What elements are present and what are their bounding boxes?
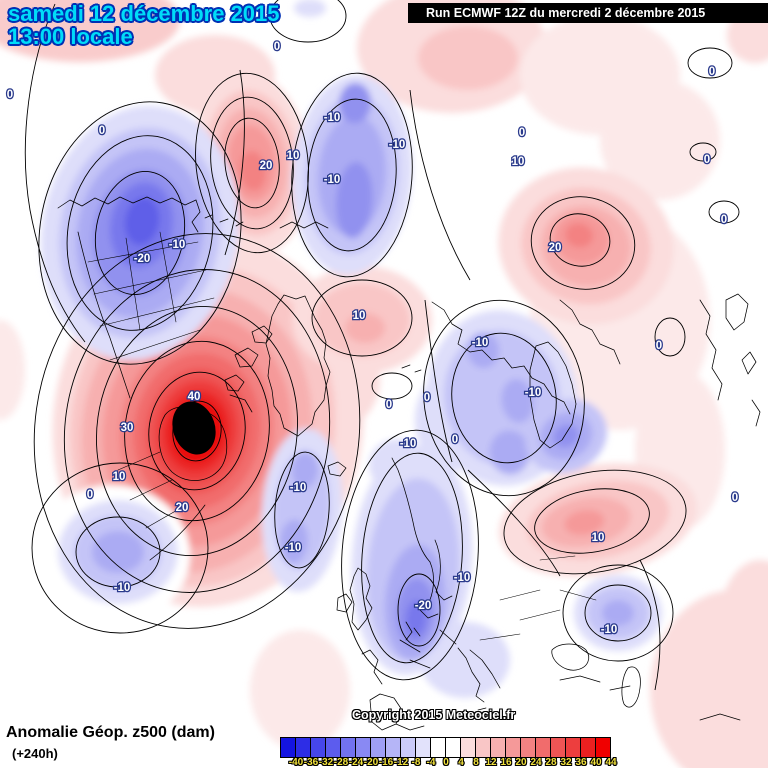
contour-label: -10 bbox=[525, 387, 542, 399]
contour-label: -10 bbox=[389, 139, 406, 151]
legend-cell bbox=[595, 737, 611, 758]
contour-label: 40 bbox=[188, 391, 201, 403]
legend-cell bbox=[445, 737, 461, 758]
contour-label: -10 bbox=[290, 482, 307, 494]
contour-label: 0 bbox=[519, 127, 525, 139]
legend-tick: -12 bbox=[393, 757, 409, 768]
contour-label: -20 bbox=[134, 253, 151, 265]
legend-tick: -8 bbox=[411, 757, 421, 768]
legend-tick: 8 bbox=[473, 757, 479, 768]
legend-cell bbox=[415, 737, 431, 758]
legend-cell bbox=[280, 737, 296, 758]
legend-cell bbox=[505, 737, 521, 758]
legend-tick: -24 bbox=[348, 757, 364, 768]
contour-label: 0 bbox=[99, 125, 105, 137]
legend-tick: 4 bbox=[458, 757, 464, 768]
contour-label: -10 bbox=[324, 112, 341, 124]
legend-tick: 16 bbox=[500, 757, 512, 768]
legend-tick: 40 bbox=[590, 757, 602, 768]
contour-label: -10 bbox=[454, 572, 471, 584]
legend-cell bbox=[325, 737, 341, 758]
legend-tick: 12 bbox=[485, 757, 497, 768]
contour-label: 0 bbox=[721, 214, 727, 226]
legend-tick-labels: -40 -36 -32 -28 -24 -20 -16 -12 -8 -4 0 4 8 12 16 20 24 2… bbox=[281, 757, 621, 768]
legend-tick: -16 bbox=[378, 757, 394, 768]
legend-cell bbox=[340, 737, 356, 758]
legend-cell bbox=[565, 737, 581, 758]
contour-label: 20 bbox=[549, 242, 562, 254]
contour-label: -10 bbox=[601, 624, 618, 636]
coastlines bbox=[57, 196, 761, 751]
legend-cell bbox=[355, 737, 371, 758]
anomaly-max-core bbox=[172, 401, 216, 455]
legend-tick: 24 bbox=[530, 757, 542, 768]
contour-label: 10 bbox=[512, 156, 525, 168]
contour-label: 0 bbox=[7, 89, 13, 101]
legend-cell bbox=[430, 737, 446, 758]
contour-label: 0 bbox=[709, 66, 715, 78]
contour-label: 20 bbox=[176, 502, 189, 514]
contour-label: 10 bbox=[353, 310, 366, 322]
valid-time: 13:00 locale bbox=[8, 24, 133, 50]
legend-cell bbox=[490, 737, 506, 758]
legend-tick: -36 bbox=[303, 757, 319, 768]
legend-cell bbox=[535, 737, 551, 758]
contour-label: -10 bbox=[285, 542, 302, 554]
legend-tick: 32 bbox=[560, 757, 572, 768]
legend-cell bbox=[400, 737, 416, 758]
contour-label: 10 bbox=[592, 532, 605, 544]
legend-tick: -4 bbox=[426, 757, 436, 768]
contour-label: 0 bbox=[87, 489, 93, 501]
legend-cell bbox=[310, 737, 326, 758]
contour-label: 0 bbox=[452, 434, 458, 446]
contour-label: -10 bbox=[169, 239, 186, 251]
legend-cell bbox=[460, 737, 476, 758]
contour-label: 20 bbox=[260, 160, 273, 172]
contour-label: -10 bbox=[400, 438, 417, 450]
lead-time-label: (+240h) bbox=[12, 746, 58, 761]
legend-tick: 28 bbox=[545, 757, 557, 768]
legend-tick: -28 bbox=[333, 757, 349, 768]
variable-title: Anomalie Géop. z500 (dam) bbox=[6, 724, 215, 741]
legend-cell bbox=[370, 737, 386, 758]
contour-labels: 0 0 0 -10 -20 20 10 -10 -10 -10 0 10 20 0 0 0 10 0 0 -10 -10… bbox=[5, 40, 739, 638]
legend-tick: 44 bbox=[605, 757, 617, 768]
run-info-bar: Run ECMWF 12Z du mercredi 2 décembre 201… bbox=[408, 3, 768, 23]
legend-tick: 0 bbox=[443, 757, 449, 768]
contour-label: 10 bbox=[113, 471, 126, 483]
legend-cell bbox=[520, 737, 536, 758]
contour-label: 30 bbox=[121, 422, 134, 434]
legend-cell bbox=[550, 737, 566, 758]
contour-label: 10 bbox=[287, 150, 300, 162]
legend-tick: 20 bbox=[515, 757, 527, 768]
contour-label: 0 bbox=[656, 340, 662, 352]
contour-label: -10 bbox=[472, 337, 489, 349]
contour-label: 0 bbox=[274, 41, 280, 53]
legend-cell bbox=[295, 737, 311, 758]
contour-label: -10 bbox=[114, 582, 131, 594]
contour-lines bbox=[24, 0, 740, 691]
legend-cell bbox=[475, 737, 491, 758]
contour-label: 0 bbox=[386, 399, 392, 411]
legend-tick: -20 bbox=[363, 757, 379, 768]
contour-label: 0 bbox=[424, 392, 430, 404]
legend-cell bbox=[385, 737, 401, 758]
contour-label: 0 bbox=[732, 492, 738, 504]
valid-date: samedi 12 décembre 2015 bbox=[8, 1, 280, 26]
contour-label: 0 bbox=[704, 154, 710, 166]
contour-label: -10 bbox=[324, 174, 341, 186]
legend-tick: -40 bbox=[288, 757, 304, 768]
legend-colorbar bbox=[280, 737, 611, 758]
legend-tick: -32 bbox=[318, 757, 334, 768]
legend-tick: 36 bbox=[575, 757, 587, 768]
run-info-text: Run ECMWF 12Z du mercredi 2 décembre 201… bbox=[426, 6, 706, 20]
legend-cell bbox=[580, 737, 596, 758]
contour-label: -20 bbox=[415, 600, 432, 612]
valid-date-block: samedi 12 décembre 2015 13:00 locale bbox=[8, 2, 280, 48]
copyright-text: Copyright 2015 Meteociel.fr bbox=[352, 708, 516, 722]
